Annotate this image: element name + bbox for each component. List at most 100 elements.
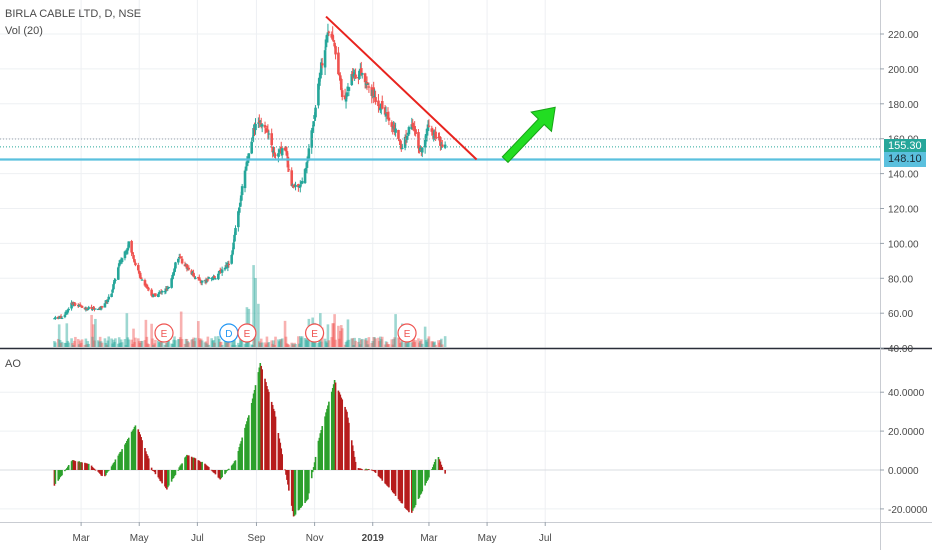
time-tick-label: Jul xyxy=(539,533,552,544)
volume-bar xyxy=(217,336,220,347)
candle-body xyxy=(397,129,400,139)
candle-body xyxy=(283,147,287,151)
volume-bar xyxy=(98,336,102,347)
ao-bar xyxy=(328,401,330,470)
candle-body xyxy=(170,278,173,288)
volume-bar xyxy=(371,340,375,347)
candle-body xyxy=(137,270,141,274)
volume-bar xyxy=(406,340,410,347)
ao-bar xyxy=(74,461,77,470)
ao-bar xyxy=(252,393,255,470)
candle-body xyxy=(232,242,235,250)
candle-body xyxy=(366,83,370,85)
candle-body xyxy=(280,148,284,156)
volume-bar xyxy=(146,343,150,347)
candle-body xyxy=(263,125,267,128)
volume-bar xyxy=(300,336,304,347)
volume-bar xyxy=(114,338,117,347)
candle-body xyxy=(319,72,322,79)
ao-bar xyxy=(419,470,422,495)
volume-bar xyxy=(212,340,215,347)
ao-bar xyxy=(137,429,140,470)
candle-body xyxy=(227,263,231,265)
ao-bar xyxy=(410,470,413,513)
volume-bar xyxy=(346,319,350,347)
candle-body xyxy=(194,277,197,279)
ao-bar xyxy=(352,451,355,470)
ao-bar xyxy=(240,441,243,470)
candle-body xyxy=(150,289,153,296)
candle-body xyxy=(243,170,247,189)
candle-body xyxy=(87,307,91,309)
ao-bar xyxy=(212,470,215,473)
volume-bar xyxy=(293,342,296,347)
volume-bar xyxy=(91,336,94,347)
time-tick-label: May xyxy=(478,533,497,544)
volume-bar xyxy=(160,341,164,347)
ao-bar xyxy=(192,457,195,470)
ao-bar xyxy=(393,470,396,494)
candle-body xyxy=(126,247,130,251)
volume-bar xyxy=(86,341,90,347)
ao-bar xyxy=(124,444,126,470)
ao-legend[interactable]: AO xyxy=(5,358,21,370)
candle-body xyxy=(91,308,94,310)
volume-bar xyxy=(134,337,137,347)
volume-bar xyxy=(304,339,308,347)
volume-bar xyxy=(164,343,168,347)
ao-bar xyxy=(125,442,127,470)
ao-bar xyxy=(372,470,375,471)
candle-body xyxy=(103,303,107,308)
ao-bar xyxy=(227,469,229,471)
volume-bar xyxy=(59,342,63,347)
ao-bar xyxy=(184,457,186,470)
price-tick-label: 220.00 xyxy=(888,30,919,41)
candle-body xyxy=(303,169,307,184)
volume-bar xyxy=(284,336,288,347)
ao-bar xyxy=(377,470,380,477)
ao-bar xyxy=(306,470,308,501)
candle-body xyxy=(273,152,276,155)
candle-body xyxy=(365,82,369,85)
volume-bar xyxy=(420,343,424,347)
ao-bar xyxy=(431,469,433,471)
volume-bar xyxy=(139,340,143,347)
ao-bar xyxy=(79,462,81,470)
volume-bar xyxy=(327,340,331,347)
volume-bar xyxy=(58,340,62,347)
volume-bar xyxy=(110,338,113,347)
volume-bar xyxy=(87,343,91,347)
ao-bar xyxy=(218,470,221,479)
candle-body xyxy=(172,272,175,276)
ao-bar xyxy=(59,470,61,478)
volume-bar xyxy=(352,344,355,347)
volume-bar xyxy=(99,341,103,347)
volume-bar xyxy=(90,314,93,347)
candle-body xyxy=(372,87,375,97)
candle-body xyxy=(187,267,191,270)
candle-body xyxy=(179,256,183,259)
candle-body xyxy=(90,306,93,309)
candle-body xyxy=(314,107,317,118)
candle-body xyxy=(192,272,195,277)
ao-bar xyxy=(121,449,123,470)
volume-bar xyxy=(359,344,362,347)
volume-bar xyxy=(417,338,420,347)
candle-body xyxy=(431,129,435,135)
ao-bar xyxy=(290,470,293,506)
ao-bar xyxy=(277,433,280,470)
ao-bar xyxy=(418,470,421,498)
ao-bar xyxy=(238,447,241,470)
candle-body xyxy=(134,262,137,266)
ao-bar xyxy=(371,470,374,471)
volume-bar xyxy=(259,338,263,347)
volume-legend[interactable]: Vol (20) xyxy=(5,25,43,37)
ao-bar xyxy=(127,439,129,470)
candle-body xyxy=(387,117,391,121)
ao-bar xyxy=(158,470,161,479)
symbol-legend[interactable]: BIRLA CABLE LTD, D, NSE xyxy=(5,8,142,20)
candle-body xyxy=(440,144,444,147)
candle-body xyxy=(143,280,147,286)
candle-body xyxy=(217,270,221,273)
ao-bar xyxy=(392,470,395,494)
